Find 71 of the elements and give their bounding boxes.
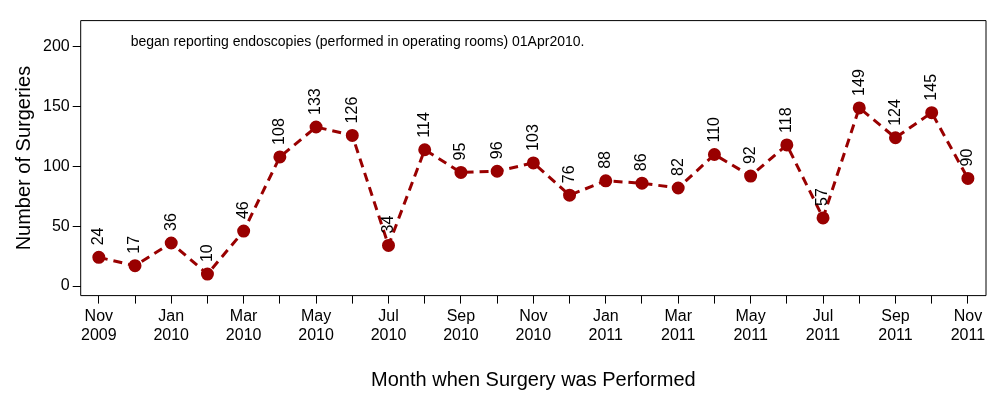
data-label: 103 bbox=[523, 124, 541, 151]
data-label: 34 bbox=[378, 215, 396, 234]
point bbox=[164, 236, 178, 250]
x-tick-label: Mar 2011 bbox=[660, 306, 696, 343]
data-label: 145 bbox=[922, 73, 940, 101]
data-label: 90 bbox=[958, 148, 976, 167]
y-tick-label: 100 bbox=[42, 156, 70, 174]
point bbox=[345, 128, 359, 142]
x-tick-label: Jan 2011 bbox=[588, 306, 624, 343]
x-tick-label: Jul 2011 bbox=[805, 306, 841, 343]
data-label: 17 bbox=[125, 235, 143, 254]
x-tick-label: Mar 2010 bbox=[225, 306, 262, 343]
point bbox=[418, 143, 432, 157]
data-label: 88 bbox=[596, 150, 614, 169]
y-tick-label: 0 bbox=[60, 276, 70, 294]
point bbox=[925, 106, 939, 120]
y-tick-label: 50 bbox=[51, 216, 70, 234]
point bbox=[309, 120, 323, 134]
point bbox=[490, 164, 504, 178]
data-label: 36 bbox=[161, 213, 179, 231]
data-label: 86 bbox=[632, 153, 650, 172]
data-label: 126 bbox=[342, 96, 360, 124]
x-tick-label: May 2010 bbox=[298, 306, 334, 343]
x-tick-label: Sep 2011 bbox=[878, 306, 913, 343]
data-label: 95 bbox=[451, 142, 469, 161]
point bbox=[599, 174, 613, 188]
y-axis-title: Number of Surgeries bbox=[11, 65, 34, 251]
data-label: 110 bbox=[704, 116, 722, 143]
point bbox=[816, 211, 830, 225]
point bbox=[635, 176, 649, 190]
annotation: began reporting endoscopies (performed in operating rooms) 01Apr2010. bbox=[130, 33, 585, 50]
data-label: 114 bbox=[415, 112, 433, 138]
point bbox=[888, 131, 902, 145]
data-label: 82 bbox=[668, 158, 686, 176]
point bbox=[237, 224, 251, 238]
data-label: 124 bbox=[885, 98, 903, 126]
x-tick-label: Jul 2010 bbox=[370, 306, 407, 343]
point bbox=[382, 238, 395, 252]
point bbox=[526, 156, 540, 170]
data-label: 133 bbox=[306, 88, 324, 116]
data-label: 57 bbox=[813, 187, 831, 206]
point bbox=[454, 165, 468, 179]
data-label: 92 bbox=[741, 146, 759, 165]
data-label: 96 bbox=[487, 141, 505, 160]
x-tick-label: Nov 2010 bbox=[515, 306, 552, 343]
point bbox=[200, 267, 214, 281]
data-label: 76 bbox=[559, 165, 577, 184]
point bbox=[273, 150, 287, 164]
data-label: 149 bbox=[849, 69, 867, 96]
point bbox=[707, 148, 721, 162]
point bbox=[563, 188, 577, 202]
x-tick-label: Nov 2009 bbox=[81, 306, 117, 343]
data-label: 24 bbox=[89, 227, 107, 246]
data-label: 108 bbox=[270, 118, 288, 145]
data-label: 10 bbox=[197, 244, 215, 263]
point bbox=[744, 169, 758, 183]
point bbox=[852, 101, 866, 115]
x-tick-label: Nov 2011 bbox=[950, 306, 986, 343]
x-axis-title: Month when Surgery was Performed bbox=[371, 367, 696, 390]
data-label: 118 bbox=[777, 107, 795, 133]
y-tick-label: 150 bbox=[42, 97, 70, 115]
x-tick-label: Jan 2010 bbox=[153, 306, 190, 343]
data-label: 46 bbox=[234, 201, 252, 220]
point bbox=[671, 181, 685, 195]
point bbox=[780, 138, 794, 152]
point bbox=[92, 250, 106, 264]
point bbox=[961, 171, 975, 185]
y-tick-label: 200 bbox=[42, 37, 70, 55]
x-tick-label: May 2011 bbox=[733, 306, 768, 343]
point bbox=[128, 259, 142, 273]
x-tick-label: Sep 2010 bbox=[443, 306, 479, 343]
